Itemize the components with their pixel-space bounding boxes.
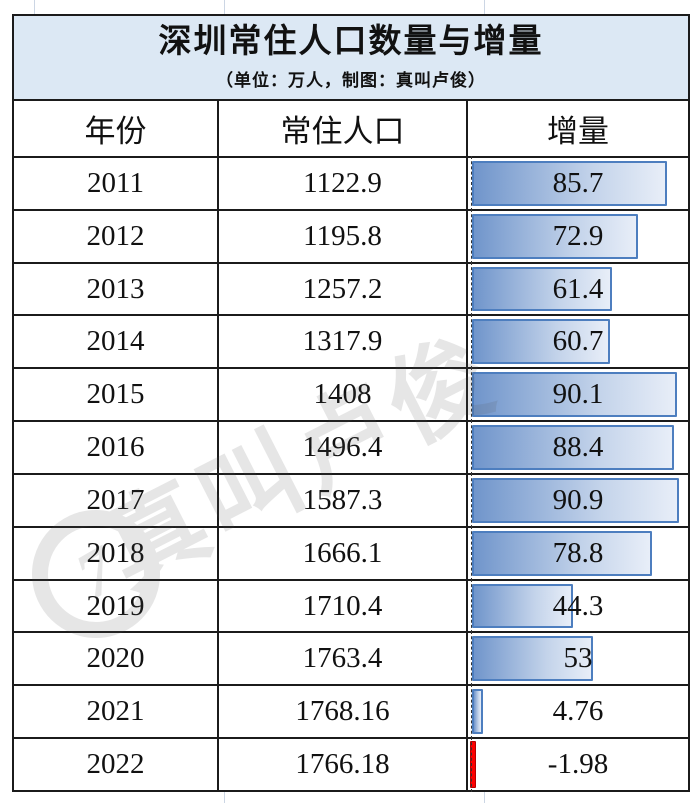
page-subtitle: （单位：万人，制图：真叫卢俊） — [216, 70, 486, 90]
header-cell-increment: 增量 — [547, 114, 609, 149]
year-cell: 2021 — [14, 686, 219, 738]
increment-cell: 85.7 — [468, 156, 688, 211]
population-cell: 1666.1 — [219, 527, 468, 579]
increment-value: 90.9 — [552, 483, 604, 516]
population-cell: 1496.4 — [219, 422, 468, 473]
gridline-stub — [484, 792, 485, 803]
increment-bar — [470, 741, 476, 788]
increment-cell: 90.1 — [468, 367, 688, 422]
population-cell: 1710.4 — [219, 580, 468, 632]
population-cell: 1768.16 — [219, 686, 468, 738]
table-row: 2019 1710.4 44.3 — [14, 578, 688, 634]
increment-value: 85.7 — [552, 166, 604, 199]
population-cell: 1122.9 — [219, 158, 468, 209]
population-cell: 1587.3 — [219, 474, 468, 526]
increment-bar — [472, 266, 612, 312]
table-row: 2018 1666.1 78.8 — [14, 525, 688, 581]
year-cell: 2011 — [14, 158, 219, 209]
header-cell-population: 常住人口 — [219, 101, 468, 156]
increment-cell: 44.3 — [468, 578, 688, 634]
gridline-stub — [34, 0, 35, 14]
year-cell: 2012 — [14, 210, 219, 262]
bar-area — [472, 636, 684, 682]
bar-area — [472, 213, 684, 259]
header-cell-year: 年份 — [14, 101, 219, 156]
table-row: 2013 1257.2 61.4 — [14, 261, 688, 317]
increment-cell: 60.7 — [468, 314, 688, 370]
increment-bar — [472, 372, 678, 418]
increment-bar — [472, 689, 483, 735]
increment-value: 78.8 — [552, 536, 604, 569]
year-cell: 2020 — [14, 633, 219, 685]
increment-value: -1.98 — [547, 748, 609, 781]
increment-value: 90.1 — [552, 378, 604, 411]
increment-bar — [472, 319, 611, 365]
increment-value: 61.4 — [552, 272, 604, 305]
year-cell: 2015 — [14, 369, 219, 421]
population-table: 深圳常住人口数量与增量 （单位：万人，制图：真叫卢俊） 年份 常住人口 增量 2… — [12, 14, 690, 792]
increment-cell: 72.9 — [468, 208, 688, 264]
year-cell: 2018 — [14, 527, 219, 579]
year-cell: 2019 — [14, 580, 219, 632]
table-row: 2012 1195.8 72.9 — [14, 208, 688, 264]
increment-cell: 4.76 — [468, 684, 688, 739]
bar-area — [472, 425, 684, 470]
year-cell: 2014 — [14, 316, 219, 368]
year-cell: 2022 — [14, 739, 219, 790]
increment-bar — [472, 213, 639, 259]
title-cell: 深圳常住人口数量与增量 （单位：万人，制图：真叫卢俊） — [14, 16, 688, 101]
increment-cell: -1.98 — [468, 737, 688, 792]
increment-bar — [472, 425, 674, 470]
increment-cell: 53 — [468, 631, 688, 687]
table-row: 2014 1317.9 60.7 — [14, 314, 688, 370]
population-cell: 1763.4 — [219, 633, 468, 685]
increment-bar — [472, 636, 593, 682]
bar-area — [472, 530, 684, 576]
table-row: 2021 1768.16 4.76 — [14, 684, 688, 740]
population-cell: 1766.18 — [219, 739, 468, 790]
bar-area — [472, 161, 684, 206]
population-cell: 1195.8 — [219, 210, 468, 262]
increment-cell: 61.4 — [468, 261, 688, 317]
bar-area — [472, 266, 684, 312]
header-row: 年份 常住人口 增量 — [14, 101, 688, 158]
bar-area — [472, 689, 684, 735]
increment-bar — [472, 583, 573, 629]
year-cell: 2017 — [14, 474, 219, 526]
gridline-stub — [224, 792, 225, 803]
table-row: 2011 1122.9 85.7 — [14, 156, 688, 211]
year-cell: 2013 — [14, 263, 219, 315]
increment-value: 44.3 — [552, 589, 604, 622]
increment-bar — [472, 161, 668, 206]
table-row: 2016 1496.4 88.4 — [14, 420, 688, 475]
increment-cell: 78.8 — [468, 525, 688, 581]
bar-area — [472, 477, 684, 523]
increment-bar — [472, 530, 652, 576]
increment-value: 53 — [563, 642, 593, 675]
gridline-stub — [484, 0, 485, 14]
increment-cell: 88.4 — [468, 420, 688, 475]
increment-value: 72.9 — [552, 219, 604, 252]
year-cell: 2016 — [14, 422, 219, 473]
table-body: 2011 1122.9 85.7 2012 1195.8 72.9 2013 1… — [14, 156, 688, 792]
population-cell: 1317.9 — [219, 316, 468, 368]
population-cell: 1257.2 — [219, 263, 468, 315]
bar-area — [472, 583, 684, 629]
increment-value: 88.4 — [552, 431, 604, 464]
table-row: 2017 1587.3 90.9 — [14, 472, 688, 528]
population-cell: 1408 — [219, 369, 468, 421]
table-row: 2022 1766.18 -1.98 — [14, 737, 688, 792]
increment-value: 4.76 — [552, 695, 604, 728]
bar-area — [472, 372, 684, 418]
increment-bar — [472, 477, 680, 523]
table-row: 2020 1763.4 53 — [14, 631, 688, 687]
increment-value: 60.7 — [552, 325, 604, 358]
gridline-stub — [224, 0, 225, 14]
table-row: 2015 1408 90.1 — [14, 367, 688, 423]
bar-area — [472, 319, 684, 365]
increment-cell: 90.9 — [468, 472, 688, 528]
page-title: 深圳常住人口数量与增量 — [158, 24, 544, 61]
